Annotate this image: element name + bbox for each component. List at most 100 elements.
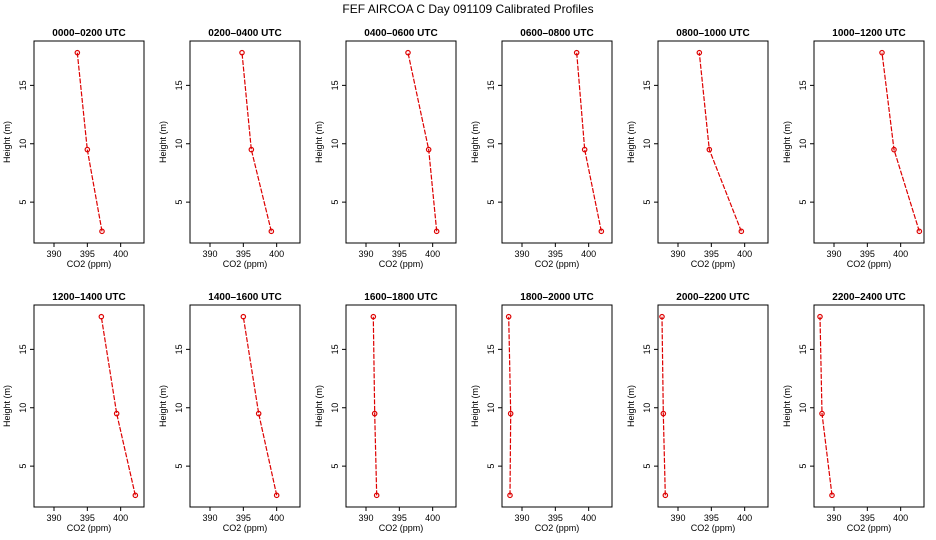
panel-title: 0200–0400 UTC (208, 28, 281, 39)
chart-panel: 0400–0600 UTC 390 395 400 5 10 15 CO2 (ppm) Heig… (314, 28, 457, 269)
y-tick-label: 5 (174, 464, 184, 469)
profile-line (881, 52, 920, 232)
profile-line (76, 52, 103, 232)
x-tick-label: 390 (202, 249, 217, 259)
y-axis-label: Height (m) (782, 385, 792, 427)
x-tick-label: 400 (269, 249, 284, 259)
y-tick-label: 10 (174, 139, 184, 149)
data-point (425, 146, 432, 153)
plot-frame (345, 304, 457, 508)
plot-frame (189, 304, 301, 508)
data-point (738, 228, 745, 235)
data-point (371, 410, 378, 417)
plot-frame (189, 40, 301, 244)
x-tick-label: 390 (670, 513, 685, 523)
profile-line (576, 52, 602, 232)
y-tick-label: 15 (330, 344, 340, 354)
panel-title: 1800–2000 UTC (520, 292, 593, 303)
panel-title: 0400–0600 UTC (364, 28, 437, 39)
y-tick-label: 5 (174, 200, 184, 205)
x-axis-label: CO2 (ppm) (691, 259, 736, 269)
chart-panel: 1200–1400 UTC 390 395 400 5 10 15 CO2 (ppm) Heig… (2, 292, 145, 533)
x-tick-label: 395 (860, 513, 875, 523)
y-axis-label: Height (m) (470, 385, 480, 427)
profile-line (661, 316, 666, 496)
data-point (817, 313, 823, 320)
plot-frame (33, 304, 145, 508)
x-axis-label: CO2 (ppm) (223, 259, 268, 269)
chart-panel: 0600–0800 UTC 390 395 400 5 10 15 CO2 (ppm) Heig… (470, 28, 613, 269)
profile-line (372, 316, 378, 496)
y-tick-label: 5 (330, 464, 340, 469)
x-tick-label: 400 (581, 513, 596, 523)
profile-line (508, 316, 512, 496)
y-axis-label: Height (m) (2, 121, 12, 163)
x-tick-label: 395 (548, 513, 563, 523)
data-point (891, 146, 897, 153)
figure-title: FEF AIRCOA C Day 091109 Calibrated Profi… (342, 2, 593, 16)
y-tick-label: 5 (798, 464, 808, 469)
y-tick-label: 5 (18, 464, 28, 469)
y-tick-label: 5 (18, 200, 28, 205)
x-axis-label: CO2 (ppm) (691, 523, 736, 533)
data-point (659, 313, 665, 320)
data-point (660, 410, 667, 417)
y-tick-label: 5 (330, 200, 340, 205)
x-tick-label: 390 (358, 513, 373, 523)
x-tick-label: 395 (704, 249, 719, 259)
x-axis-label: CO2 (ppm) (379, 523, 424, 533)
data-point (507, 492, 513, 499)
data-point (98, 313, 105, 320)
data-point (84, 146, 91, 153)
y-axis-label: Height (m) (626, 385, 636, 427)
y-axis-label: Height (m) (158, 385, 168, 427)
plot-frame (657, 40, 769, 244)
profile-line (242, 316, 278, 496)
plot-frame (501, 304, 613, 508)
y-tick-label: 10 (486, 403, 496, 413)
data-point (405, 49, 411, 56)
y-tick-label: 10 (18, 403, 28, 413)
x-axis-label: CO2 (ppm) (67, 259, 112, 269)
panel-title: 2000–2200 UTC (676, 292, 749, 303)
plot-frame (657, 304, 769, 508)
x-tick-label: 390 (514, 513, 529, 523)
panel-title: 2200–2400 UTC (832, 292, 905, 303)
y-tick-label: 15 (642, 80, 652, 90)
y-tick-label: 15 (486, 80, 496, 90)
data-point (132, 492, 139, 499)
x-tick-label: 390 (46, 513, 61, 523)
y-tick-label: 10 (798, 139, 808, 149)
data-point (373, 492, 380, 499)
data-point (581, 146, 588, 153)
y-tick-label: 15 (486, 344, 496, 354)
x-axis-label: CO2 (ppm) (379, 259, 424, 269)
x-axis-label: CO2 (ppm) (223, 523, 268, 533)
data-point (829, 492, 835, 499)
data-point (598, 228, 605, 235)
y-axis-label: Height (m) (470, 121, 480, 163)
x-tick-label: 395 (236, 249, 251, 259)
x-tick-label: 400 (737, 513, 752, 523)
x-tick-label: 395 (392, 249, 407, 259)
x-axis-label: CO2 (ppm) (535, 259, 580, 269)
panel-title: 0600–0800 UTC (520, 28, 593, 39)
x-tick-label: 400 (113, 513, 128, 523)
y-axis-label: Height (m) (782, 121, 792, 163)
panel-title: 1400–1600 UTC (208, 292, 281, 303)
profile-line (407, 52, 438, 232)
y-tick-label: 5 (486, 464, 496, 469)
profile-line (100, 316, 136, 496)
panel-grid: 0000–0200 UTC 390 395 400 5 10 15 CO2 (ppm) Heig… (2, 28, 925, 533)
data-point (706, 146, 713, 153)
chart-panel: 2000–2200 UTC 390 395 400 5 10 15 CO2 (ppm) Heig… (626, 292, 769, 533)
profile-line (819, 316, 833, 496)
y-axis-label: Height (m) (314, 121, 324, 163)
panel-title: 1200–1400 UTC (52, 292, 125, 303)
plot-frame (345, 40, 457, 244)
x-tick-label: 400 (893, 249, 908, 259)
x-axis-label: CO2 (ppm) (67, 523, 112, 533)
data-point (273, 492, 280, 499)
y-tick-label: 10 (486, 139, 496, 149)
